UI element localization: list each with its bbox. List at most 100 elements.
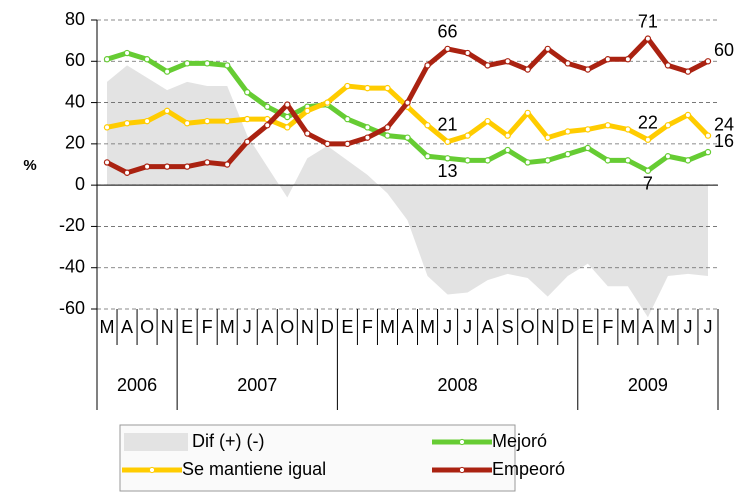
marker — [484, 62, 491, 69]
data-label: 66 — [438, 22, 458, 42]
marker — [624, 126, 632, 133]
marker — [143, 56, 151, 63]
marker — [224, 161, 231, 168]
marker — [444, 155, 451, 162]
marker — [384, 132, 391, 139]
data-label: 22 — [638, 112, 658, 132]
data-label: 60 — [714, 40, 734, 60]
marker — [424, 62, 431, 69]
data-label: 16 — [714, 131, 734, 151]
marker — [644, 136, 652, 143]
x-tick-label: N — [301, 317, 314, 337]
marker — [384, 124, 391, 131]
marker — [604, 122, 612, 129]
marker — [664, 122, 672, 129]
marker — [544, 134, 551, 141]
legend-label: Empeoró — [492, 459, 565, 479]
x-tick-label: E — [341, 317, 353, 337]
marker — [404, 99, 411, 106]
marker — [524, 66, 531, 73]
year-label: 2006 — [117, 375, 157, 395]
y-tick-label: 60 — [65, 50, 85, 70]
marker — [143, 117, 151, 125]
marker — [624, 56, 632, 63]
x-tick-label: D — [321, 317, 334, 337]
y-tick-label: -60 — [59, 298, 85, 318]
marker — [424, 153, 431, 160]
y-tick-label: 0 — [75, 174, 85, 194]
marker — [484, 157, 491, 164]
x-tick-label: M — [420, 317, 435, 337]
marker — [444, 138, 451, 145]
year-label: 2009 — [628, 375, 668, 395]
marker — [203, 159, 211, 166]
y-tick-label: -20 — [59, 215, 85, 235]
x-tick-label: J — [243, 317, 252, 337]
marker — [544, 157, 551, 164]
marker — [284, 124, 291, 131]
x-tick-label: M — [660, 317, 675, 337]
marker — [524, 109, 531, 117]
legend-marker — [458, 466, 466, 474]
marker — [163, 163, 171, 170]
y-tick-label: 20 — [65, 133, 85, 153]
marker — [504, 132, 511, 139]
data-label: 24 — [714, 114, 734, 134]
marker — [564, 128, 571, 135]
marker — [364, 84, 371, 92]
marker — [644, 35, 652, 42]
x-tick-label: O — [280, 317, 294, 337]
marker — [704, 58, 712, 65]
x-tick-label: J — [463, 317, 472, 337]
marker — [244, 89, 251, 96]
marker — [404, 134, 411, 141]
x-tick-label: J — [703, 317, 712, 337]
legend-label: Dif (+) (-) — [192, 431, 264, 451]
marker — [324, 140, 331, 148]
marker — [444, 45, 451, 53]
marker — [464, 49, 471, 57]
marker — [244, 115, 251, 123]
area — [107, 65, 708, 318]
marker — [644, 167, 652, 174]
marker — [284, 101, 291, 108]
marker — [103, 159, 111, 166]
legend-marker — [458, 438, 466, 446]
marker — [163, 68, 171, 75]
legend-label: Se mantiene igual — [182, 459, 326, 479]
marker — [704, 132, 712, 139]
marker — [183, 163, 191, 170]
x-tick-label: M — [100, 317, 115, 337]
legend-swatch — [124, 433, 188, 451]
x-tick-label: F — [202, 317, 213, 337]
marker — [564, 150, 571, 158]
marker — [163, 107, 171, 115]
legend-marker — [148, 466, 156, 474]
marker — [704, 148, 712, 156]
marker — [584, 144, 591, 152]
marker — [384, 84, 391, 92]
x-tick-label: D — [561, 317, 574, 337]
marker — [544, 45, 551, 53]
x-tick-label: M — [620, 317, 635, 337]
marker — [324, 99, 331, 106]
marker — [264, 103, 271, 110]
marker — [304, 130, 311, 137]
data-label: 21 — [438, 115, 458, 135]
x-tick-label: E — [582, 317, 594, 337]
marker — [284, 113, 291, 121]
marker — [664, 62, 672, 69]
marker — [504, 58, 511, 65]
marker — [604, 157, 612, 164]
x-tick-label: M — [220, 317, 235, 337]
legend-label: Mejoró — [492, 431, 547, 451]
marker — [524, 159, 531, 166]
marker — [584, 66, 591, 73]
marker — [123, 169, 131, 176]
marker — [464, 132, 471, 139]
marker — [344, 82, 351, 90]
marker — [344, 140, 351, 148]
marker — [183, 120, 191, 127]
x-tick-label: F — [602, 317, 613, 337]
